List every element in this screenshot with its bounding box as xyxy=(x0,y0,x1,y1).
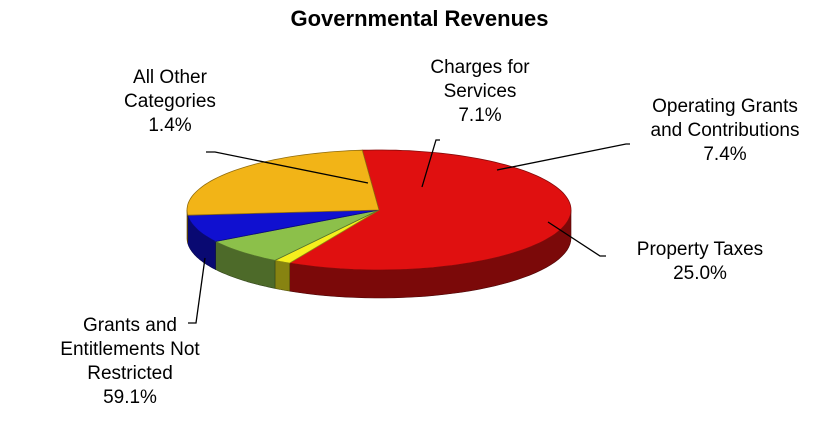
leader-line-0 xyxy=(188,257,206,324)
chart-title: Governmental Revenues xyxy=(290,6,549,31)
label-charges-for-services: Charges for Services 7.1% xyxy=(430,57,530,126)
pie-slice-2 xyxy=(214,209,380,261)
leader-line-3 xyxy=(496,143,630,171)
label-operating-grants: Operating Grants and Contributions 7.4% xyxy=(650,96,800,165)
leader-line-2 xyxy=(421,139,440,188)
pie-tops xyxy=(186,149,572,271)
leader-line-1 xyxy=(206,151,369,184)
label-all-other-categories: All Other Categories 1.4% xyxy=(124,67,216,136)
pie-side-1 xyxy=(274,259,290,292)
pie-slice-0 xyxy=(288,149,572,271)
pie-sides xyxy=(186,209,572,299)
leader-line-4 xyxy=(547,221,606,257)
pie-slice-1 xyxy=(273,209,380,264)
pie-slice-3 xyxy=(187,209,380,242)
pie-slice-4 xyxy=(186,149,380,216)
leader-lines xyxy=(188,139,630,324)
label-property-taxes: Property Taxes 25.0% xyxy=(636,239,764,284)
label-grants-entitlements: Grants and Entitlements Not Restricted 5… xyxy=(60,315,200,408)
